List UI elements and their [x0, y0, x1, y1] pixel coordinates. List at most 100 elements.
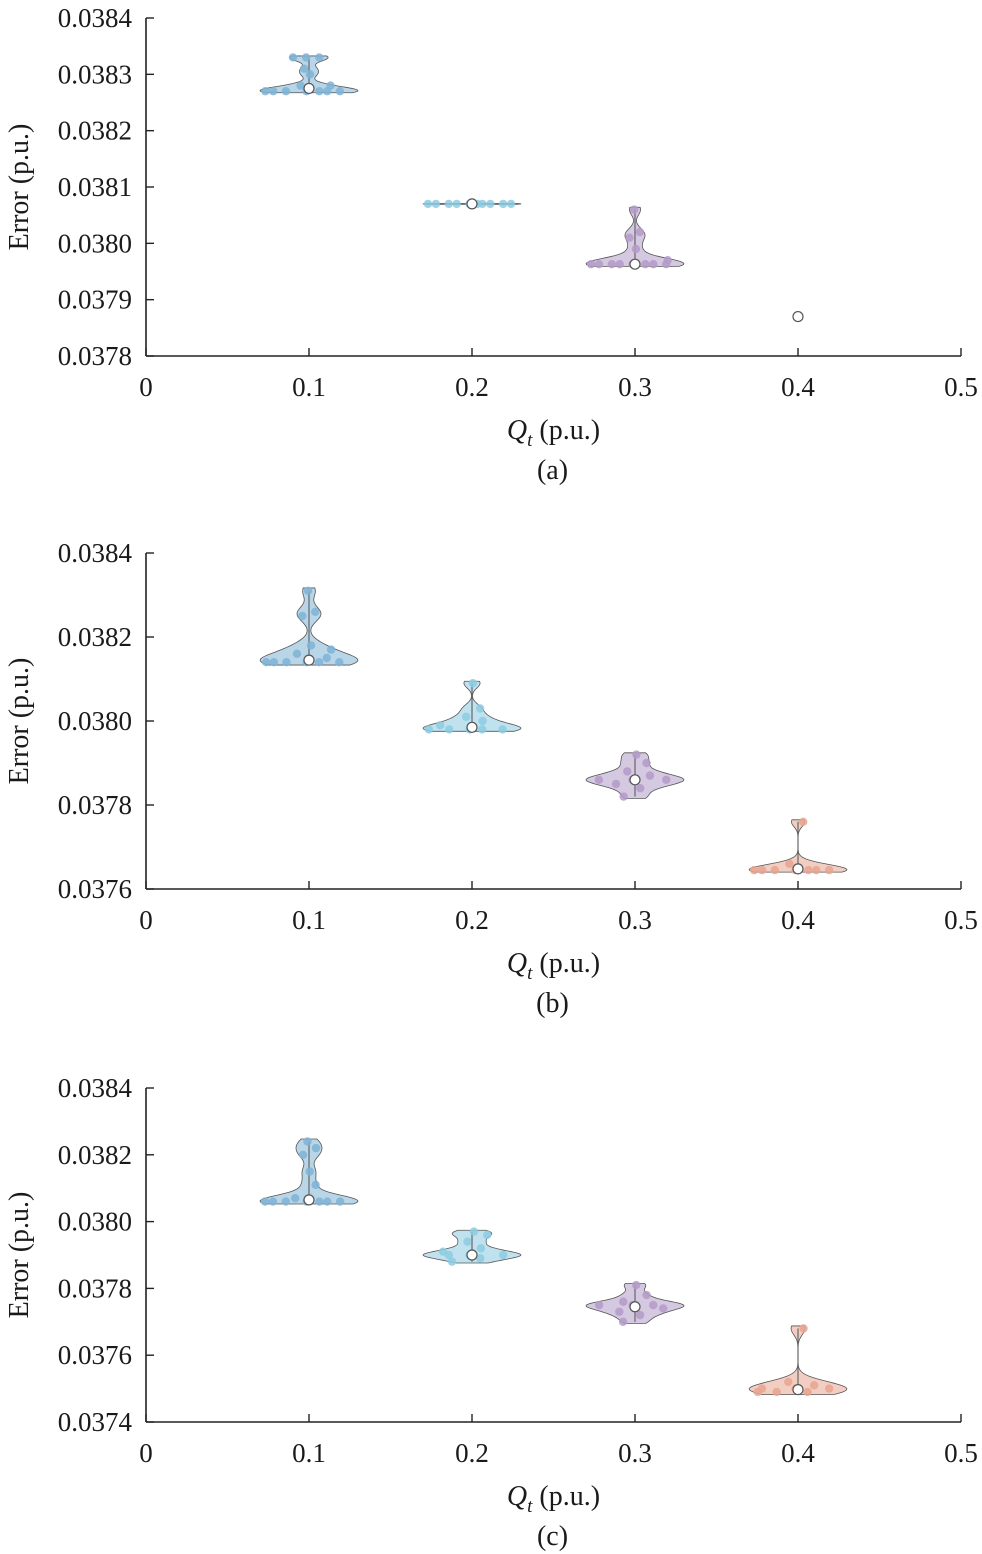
- x-tick-label: 0.4: [781, 1438, 815, 1468]
- data-point: [261, 87, 270, 96]
- y-tick-label: 0.0381: [58, 172, 132, 202]
- violin-0.2: [422, 198, 522, 210]
- x-tick-label: 0.1: [292, 372, 326, 402]
- data-point: [476, 1244, 486, 1253]
- data-point: [809, 1381, 819, 1390]
- y-tick-label: 0.0380: [58, 1207, 132, 1237]
- data-point: [662, 775, 671, 784]
- x-axis-label: Qt (p.u.): [507, 948, 600, 984]
- y-axis-label: Error (p.u.): [4, 658, 35, 785]
- data-point: [476, 1254, 485, 1263]
- median-marker: [629, 1301, 641, 1313]
- data-point: [444, 199, 453, 209]
- data-point: [799, 817, 808, 826]
- data-point: [298, 1150, 308, 1160]
- data-point: [291, 1194, 300, 1203]
- data-point: [632, 1280, 641, 1290]
- data-point: [619, 1297, 628, 1306]
- data-point: [486, 199, 495, 209]
- y-tick-label: 0.0384: [58, 538, 133, 568]
- data-point: [281, 87, 291, 96]
- x-tick-label: 0.1: [292, 905, 326, 935]
- violin-0.4: [748, 817, 848, 875]
- data-point: [315, 53, 324, 62]
- panel-1: 0.0378 0.0379 0.0380 0.0381 0.0382 0.0383 0.03…: [4, 3, 978, 486]
- data-point: [301, 53, 311, 62]
- y-tick-label: 0.0384: [58, 1073, 133, 1103]
- data-point: [299, 64, 309, 73]
- data-point: [615, 259, 624, 269]
- data-point: [306, 641, 316, 650]
- violin-0.1: [259, 53, 359, 96]
- data-point: [282, 658, 291, 667]
- violin-0.1: [259, 586, 359, 667]
- data-point: [642, 758, 651, 768]
- x-tick-label: 0.2: [455, 372, 489, 402]
- data-point: [438, 1247, 448, 1256]
- data-point: [462, 712, 471, 721]
- data-point: [772, 1387, 781, 1397]
- data-point: [311, 1143, 321, 1153]
- data-point: [642, 1290, 651, 1300]
- x-axis-label: Qt (p.u.): [507, 415, 600, 451]
- data-point: [335, 1197, 345, 1206]
- data-point: [611, 779, 621, 789]
- data-point: [757, 865, 767, 875]
- data-point: [623, 767, 632, 776]
- violin-0.4: [792, 310, 804, 323]
- data-point: [824, 865, 834, 875]
- data-point: [663, 256, 672, 265]
- data-point: [305, 1167, 314, 1176]
- y-tick-label: 0.0380: [58, 706, 132, 736]
- data-point: [635, 1310, 645, 1320]
- data-point: [803, 1387, 812, 1397]
- data-point: [452, 199, 461, 209]
- x-tick-label: 0.1: [292, 1438, 326, 1468]
- data-point: [335, 87, 345, 96]
- y-tick-label: 0.0384: [58, 3, 133, 33]
- data-point: [498, 199, 508, 209]
- violin-0.2: [422, 1227, 522, 1266]
- x-tick-label: 0.4: [781, 372, 815, 402]
- y-tick-label: 0.0378: [58, 790, 132, 820]
- data-point: [749, 865, 759, 875]
- data-point: [641, 259, 650, 269]
- data-point: [594, 775, 604, 784]
- y-tick-label: 0.0376: [58, 1340, 132, 1370]
- data-point: [281, 1197, 290, 1206]
- data-point: [645, 771, 655, 780]
- data-point: [311, 607, 320, 616]
- x-tick-label: 0.4: [781, 905, 815, 935]
- data-point: [498, 725, 507, 734]
- x-tick-label: 0.3: [618, 372, 652, 402]
- x-tick-label: 0.5: [944, 905, 978, 935]
- x-tick-label: 0.3: [618, 905, 652, 935]
- data-point: [824, 1384, 834, 1393]
- median-marker: [466, 198, 478, 210]
- data-point: [498, 1250, 508, 1260]
- median-marker: [303, 654, 315, 666]
- data-point: [303, 1137, 312, 1146]
- data-point: [477, 725, 487, 734]
- data-point: [625, 233, 634, 242]
- median-marker: [792, 1384, 804, 1396]
- x-tick-label: 0.2: [455, 905, 489, 935]
- data-point: [594, 1300, 604, 1310]
- median-marker: [792, 863, 804, 875]
- data-point: [463, 1237, 472, 1246]
- data-point: [431, 199, 441, 209]
- violin-0.3: [585, 1280, 685, 1327]
- violin-0.3: [585, 750, 685, 801]
- data-point: [335, 658, 344, 667]
- median-marker: [303, 1194, 315, 1206]
- y-tick-label: 0.0379: [58, 285, 132, 315]
- panel-label: (c): [537, 1521, 568, 1552]
- data-point: [804, 865, 813, 875]
- data-point: [785, 859, 794, 868]
- y-tick-label: 0.0383: [58, 59, 132, 89]
- data-point: [615, 1307, 624, 1316]
- data-point: [303, 586, 313, 595]
- y-axis-label: Error (p.u.): [4, 124, 35, 251]
- data-point: [649, 259, 658, 269]
